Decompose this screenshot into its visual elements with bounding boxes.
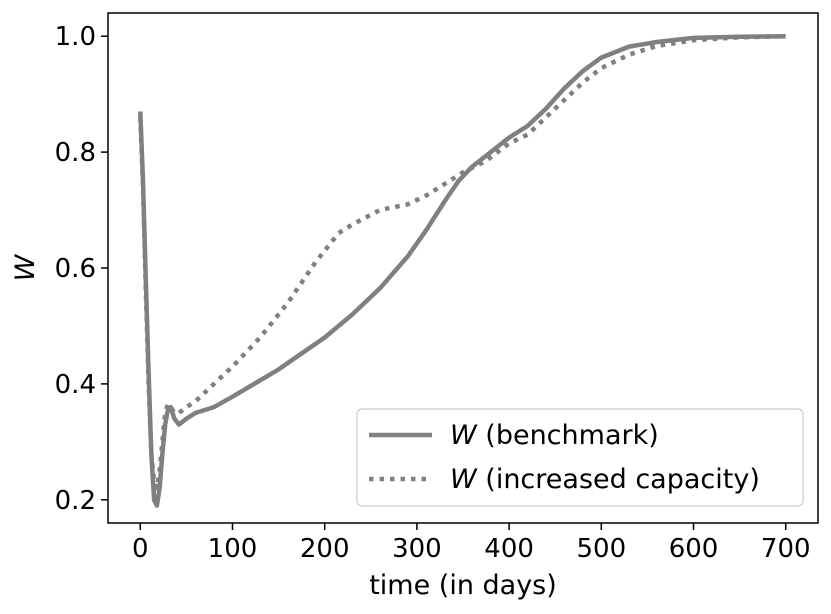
y-tick-label: 1.0 — [55, 22, 96, 52]
x-tick-label: 200 — [300, 534, 350, 564]
x-tick-label: 600 — [669, 534, 719, 564]
x-tick-label: 700 — [761, 534, 811, 564]
legend-label-1: W (increased capacity) — [450, 464, 760, 495]
legend-label-0: W (benchmark) — [450, 420, 659, 451]
axes: 0 100 200 300 400 500 600 700 0.2 0.4 0.6 0.8 1.0 tim… — [10, 12, 819, 601]
legend: W (benchmark) W (increased capacity) — [356, 408, 804, 507]
legend-box — [356, 408, 804, 507]
x-tick-label: 400 — [484, 534, 534, 564]
series-line-1 — [138, 33, 786, 491]
x-tick-label: 100 — [208, 534, 258, 564]
y-axis-label: W — [10, 253, 41, 281]
y-tick-label: 0.2 — [55, 486, 96, 516]
plot-area — [138, 33, 786, 508]
x-tick-label: 300 — [392, 534, 442, 564]
y-tick-label: 0.6 — [55, 254, 96, 284]
x-axis-label: time (in days) — [369, 570, 557, 601]
series-line-0 — [138, 33, 786, 508]
x-tick-label: 0 — [132, 534, 149, 564]
y-tick-label: 0.8 — [55, 138, 96, 168]
y-tick-label: 0.4 — [55, 370, 96, 400]
x-tick-label: 500 — [576, 534, 626, 564]
